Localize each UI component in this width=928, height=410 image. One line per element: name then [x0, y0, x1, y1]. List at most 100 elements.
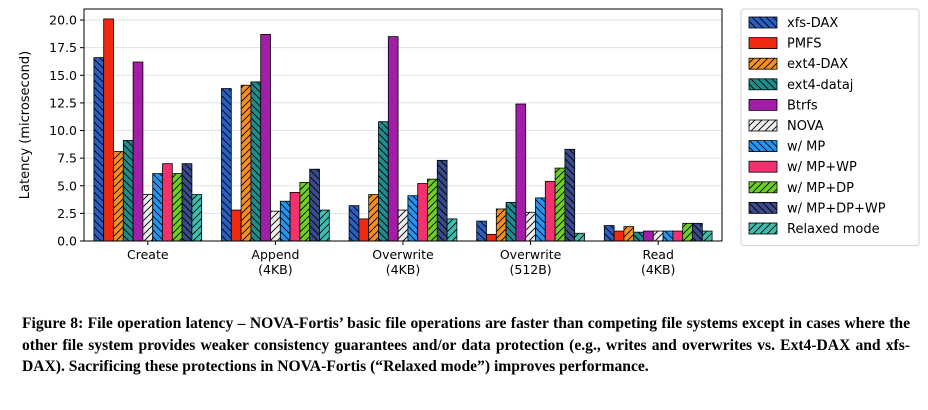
y-tick-label: 0.0 [57, 234, 77, 249]
legend-label: w/ MP+WP [787, 160, 857, 175]
legend-swatch-hatch [749, 181, 777, 193]
legend-swatch-hatch [749, 202, 777, 214]
bar [672, 230, 684, 242]
legend-label: ext4-dataj [787, 78, 853, 93]
x-tick-label: Overwrite [500, 247, 562, 262]
bar [544, 180, 556, 242]
x-tick-label-line2: (4KB) [386, 262, 420, 277]
bar-hatch [574, 233, 585, 241]
bar [103, 18, 114, 242]
x-tick-label: Create [127, 247, 169, 262]
bar-hatch [123, 140, 134, 241]
bar [230, 209, 242, 242]
bar-hatch [221, 88, 232, 242]
bar [358, 218, 370, 242]
bar-hatch [427, 179, 438, 241]
bar-hatch [564, 149, 575, 241]
bar [643, 230, 654, 242]
bar [613, 230, 625, 242]
bar [162, 163, 173, 242]
legend-label: Btrfs [787, 98, 818, 113]
y-tick-label: 15.0 [49, 68, 77, 83]
x-tick-label-line2: (4KB) [641, 262, 675, 277]
legend-swatch [748, 37, 778, 49]
bar-hatch [368, 194, 379, 241]
x-axis-ticks: Create Append(4KB)Overwrite(4KB)Overwrite… [127, 241, 675, 277]
legend-label: ext4-DAX [787, 57, 848, 72]
bar-hatch [476, 221, 487, 241]
bar-hatch [241, 85, 251, 241]
bar [289, 191, 301, 242]
bar-hatch [692, 223, 703, 241]
latency-bar-chart: 0.0 2.5 5.0 7.5 10.0 12.5 15.0 17.5 20.0 Create A… [18, 8, 920, 277]
bar [515, 103, 527, 242]
bar [417, 183, 428, 242]
bar-hatch [633, 232, 644, 241]
legend-swatch-hatch [749, 58, 777, 70]
bar-hatch [447, 218, 457, 241]
legend-swatch-hatch [749, 223, 777, 234]
x-tick-label-line2: (4KB) [258, 262, 292, 277]
bar [260, 34, 271, 242]
x-tick-label: Append [251, 247, 299, 262]
y-tick-label: 7.5 [57, 151, 77, 166]
bar-hatch [604, 225, 615, 241]
y-tick-label: 10.0 [49, 123, 77, 138]
bar-hatch [506, 202, 516, 241]
legend: xfs-DAX PMFS ext4-DAX ext4-dataj Btrfs NOVA w/… [740, 8, 920, 247]
bar-hatch [653, 231, 664, 241]
x-tick-label: Read [642, 247, 673, 262]
bar-hatch [142, 194, 153, 241]
bar-hatch [270, 211, 281, 241]
legend-swatch [748, 99, 778, 111]
bar-hatch [113, 151, 124, 241]
bar-hatch [191, 194, 202, 241]
legend-label: Relaxed mode [787, 222, 880, 237]
y-axis-ticks: 0.0 2.5 5.0 7.5 10.0 12.5 15.0 17.5 20.0 [49, 13, 84, 249]
x-tick-label-line2: (512B) [510, 262, 552, 277]
bar-hatch [152, 173, 163, 241]
bar-hatch [702, 231, 713, 241]
legend-label: xfs-DAX [787, 16, 838, 31]
bar-hatch [437, 160, 448, 241]
bar [132, 61, 144, 242]
bar [486, 233, 497, 242]
bar-hatch [496, 208, 507, 241]
bar-hatch [378, 121, 389, 241]
legend-label: PMFS [787, 37, 822, 52]
bar-hatch [93, 57, 104, 241]
bar-hatch [319, 210, 330, 241]
legend-swatch-hatch [749, 140, 777, 152]
bar-hatch [250, 81, 261, 242]
bar-hatch [182, 163, 192, 241]
bar-hatch [535, 197, 546, 241]
legend-frame [740, 8, 920, 247]
y-tick-label: 2.5 [57, 206, 77, 221]
bar [387, 36, 399, 242]
bar-hatch [555, 168, 565, 241]
bar-hatch [299, 182, 310, 241]
bars [93, 18, 713, 242]
bar-hatch [663, 231, 673, 241]
legend-label: w/ MP [787, 140, 825, 155]
legend-swatch-hatch [749, 17, 777, 28]
legend-swatch-hatch [749, 120, 777, 131]
legend-swatch [748, 160, 778, 173]
x-tick-label: Overwrite [372, 247, 434, 262]
bar-hatch [280, 201, 291, 241]
y-axis-label: Latency (microsecond) [18, 51, 33, 199]
y-tick-label: 12.5 [49, 95, 77, 110]
bar-hatch [682, 223, 693, 241]
bar-hatch [407, 195, 418, 241]
bar-hatch [398, 210, 408, 241]
bar-hatch [172, 173, 183, 241]
bar-hatch [309, 169, 320, 241]
bar-hatch [349, 205, 359, 241]
bar-hatch [623, 226, 634, 241]
legend-label: w/ MP+DP [787, 181, 854, 196]
figure-caption: Figure 8: File operation latency – NOVA-… [22, 315, 910, 375]
bar-hatch [525, 212, 536, 241]
legend-swatch-hatch [749, 78, 777, 90]
y-tick-label: 5.0 [57, 178, 77, 193]
legend-label: w/ MP+DP+WP [787, 201, 886, 216]
